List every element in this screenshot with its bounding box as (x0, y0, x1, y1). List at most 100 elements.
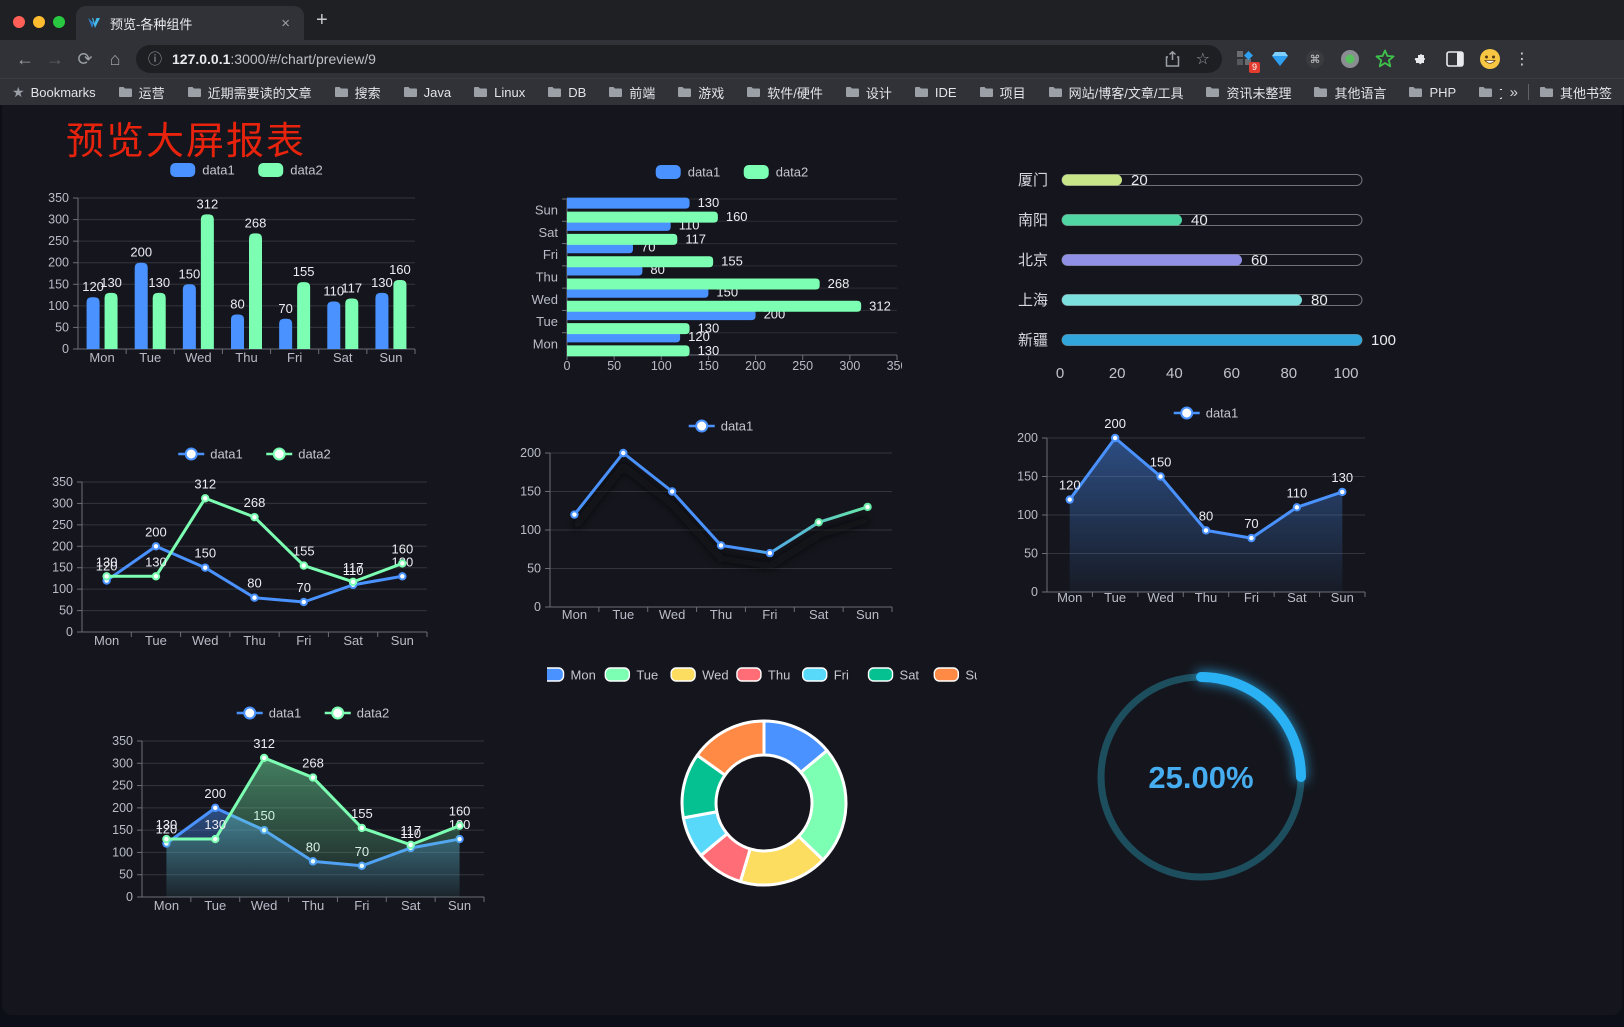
bookmark-folder-item[interactable]: 前端 (608, 83, 655, 102)
svg-text:155: 155 (293, 264, 315, 279)
reload-icon[interactable]: ⟳ (77, 48, 93, 69)
svg-text:data1: data1 (210, 447, 243, 462)
svg-text:300: 300 (48, 213, 69, 227)
tab-close-icon[interactable]: × (281, 14, 290, 32)
side-panel-icon[interactable] (1444, 48, 1466, 70)
svg-text:150: 150 (1017, 470, 1038, 484)
svg-text:200: 200 (1104, 416, 1126, 431)
dashboard-canvas: 预览大屏报表 data1 data2 0 50 100 150 200 250 300 350 Mo… (2, 105, 1622, 1015)
green-star-extension-icon[interactable] (1374, 48, 1396, 70)
bookmarks-overflow-chevron[interactable]: » (1509, 83, 1518, 101)
bookmark-folder-item[interactable]: PHP (1408, 85, 1456, 100)
two-series-area-chart[interactable]: data1 data2 0 50 100 150 200 250 300 350 Mon Tue Wed… (107, 700, 492, 920)
svg-text:Fri: Fri (543, 247, 558, 262)
folder-icon (845, 87, 859, 97)
svg-text:120: 120 (82, 279, 104, 294)
bookmark-folder-item[interactable]: 设计 (845, 83, 892, 102)
svg-text:100: 100 (112, 845, 133, 859)
bookmark-label: 项目 (999, 85, 1026, 101)
svg-text:160: 160 (389, 262, 411, 277)
bookmark-label: PHP (1429, 84, 1457, 100)
svg-text:data1: data1 (269, 706, 302, 721)
bookmark-folder-item[interactable]: IDE (914, 85, 957, 100)
folder-icon (1206, 87, 1220, 97)
bookmark-label: IDE (934, 84, 957, 100)
svg-text:80: 80 (230, 296, 244, 311)
city-progress-chart[interactable]: 厦门 20 南阳 40 北京 60 上海 80 新疆 100 0 20 40 60 80 100 (1002, 160, 1402, 388)
gem-extension-icon[interactable] (1269, 48, 1291, 70)
bookmark-folder-item[interactable]: 近期需要读的文章 (187, 83, 312, 102)
weekday-donut-chart[interactable]: Mon Tue Wed Thu Fri Sat Sun (547, 655, 977, 890)
bookmark-folder-item[interactable]: Linux (473, 85, 525, 100)
svg-text:Thu: Thu (536, 270, 558, 285)
browser-menu-icon[interactable]: ⋮ (1514, 51, 1530, 68)
new-tab-button[interactable]: + (316, 9, 328, 31)
svg-text:150: 150 (194, 546, 216, 561)
svg-text:20: 20 (1109, 365, 1126, 382)
forward-icon[interactable]: → (46, 48, 64, 69)
extensions-puzzle-icon[interactable] (1409, 48, 1431, 70)
svg-text:130: 130 (96, 554, 118, 569)
bookmark-folder-item[interactable]: Java (403, 85, 451, 100)
svg-text:250: 250 (792, 359, 813, 373)
window-close-button[interactable] (13, 16, 25, 28)
svg-text:300: 300 (112, 756, 133, 770)
bookmark-folder-item[interactable]: 搜索 (334, 83, 381, 102)
bookmark-label: 设计 (865, 85, 892, 101)
two-series-line-chart[interactable]: data1 data2 0 50 100 150 200 250 300 350 Mon Tue Wed… (42, 445, 432, 660)
share-icon[interactable] (1165, 51, 1180, 67)
bookmark-folder-item[interactable]: DB (547, 85, 586, 100)
ring-progress-gauge[interactable]: 25.00% (1087, 660, 1322, 895)
grouped-bar-chart[interactable]: data1 data2 0 50 100 150 200 250 300 350 Mon Tue Wed… (42, 160, 427, 372)
tab-title: 预览-各种组件 (110, 16, 193, 32)
window-zoom-button[interactable] (53, 16, 65, 28)
bookmark-label: 运营 (138, 85, 165, 101)
back-icon[interactable]: ← (16, 48, 34, 69)
bookmark-folder-item[interactable]: 软件/硬件 (746, 83, 823, 102)
svg-text:Mon: Mon (94, 633, 119, 648)
command-extension-icon[interactable]: ⌘ (1304, 48, 1326, 70)
bookmark-folder-item[interactable]: 运营 (118, 83, 165, 102)
svg-text:120: 120 (1059, 478, 1081, 493)
svg-text:300: 300 (839, 359, 860, 373)
area-line-chart[interactable]: data1 0 50 100 150 200 Mon Tue Wed Thu Fri Sat Sun 12… (987, 400, 1377, 615)
recorder-extension-icon[interactable] (1339, 48, 1361, 70)
bookmark-folder-item[interactable]: 游戏 (677, 83, 724, 102)
bookmark-folder-item[interactable]: 资讯未整理 (1205, 83, 1291, 102)
profile-avatar[interactable] (1479, 48, 1501, 70)
svg-text:Fri: Fri (354, 898, 369, 913)
bookmark-folder-item[interactable]: 网站/博客/文章/工具 (1048, 83, 1183, 102)
browser-tab[interactable]: 预览-各种组件 × (76, 6, 304, 40)
bookmarks-manager-item[interactable]: ★ Bookmarks (12, 84, 96, 101)
svg-text:Sun: Sun (448, 898, 471, 913)
svg-text:200: 200 (130, 245, 152, 260)
svg-text:110: 110 (1286, 485, 1307, 500)
svg-text:南阳: 南阳 (1018, 212, 1048, 229)
gradient-line-chart[interactable]: data1 0 50 100 150 200 Mon Tue Wed Thu Fri Sat Sun (507, 415, 897, 633)
svg-text:155: 155 (721, 254, 743, 269)
svg-text:100: 100 (651, 359, 672, 373)
other-bookmarks-folder[interactable]: 其他书签 (1539, 83, 1612, 102)
svg-text:50: 50 (119, 868, 133, 882)
svg-text:Fri: Fri (287, 350, 302, 365)
svg-text:北京: 北京 (1018, 252, 1048, 269)
svg-text:100: 100 (48, 299, 69, 313)
folder-icon (474, 87, 488, 97)
site-info-icon[interactable]: ⓘ (148, 51, 162, 67)
svg-text:Tue: Tue (204, 898, 226, 913)
grouped-horizontal-bar-chart[interactable]: data1data2050100150200250300350Mon120130… (502, 160, 903, 375)
bookmark-folder-item[interactable]: 其他语言 (1313, 83, 1386, 102)
svg-text:117: 117 (685, 231, 706, 246)
svg-text:117: 117 (343, 560, 364, 575)
window-minimize-button[interactable] (33, 16, 45, 28)
svg-text:Fri: Fri (1244, 590, 1259, 605)
bookmarks-divider (1527, 84, 1529, 100)
bookmark-folder-item[interactable]: 文件服务器 (1478, 83, 1502, 102)
svg-text:50: 50 (607, 359, 621, 373)
bookmark-folder-item[interactable]: 项目 (979, 83, 1026, 102)
bookmark-star-icon[interactable]: ☆ (1195, 51, 1210, 68)
address-bar[interactable]: ⓘ 127.0.0.1:3000/#/chart/preview/9 ☆ (136, 45, 1222, 73)
home-icon[interactable]: ⌂ (109, 48, 121, 69)
url-path: :3000/#/chart/preview/9 (230, 51, 376, 67)
adblock-extension-icon[interactable]: 9 (1234, 48, 1260, 73)
